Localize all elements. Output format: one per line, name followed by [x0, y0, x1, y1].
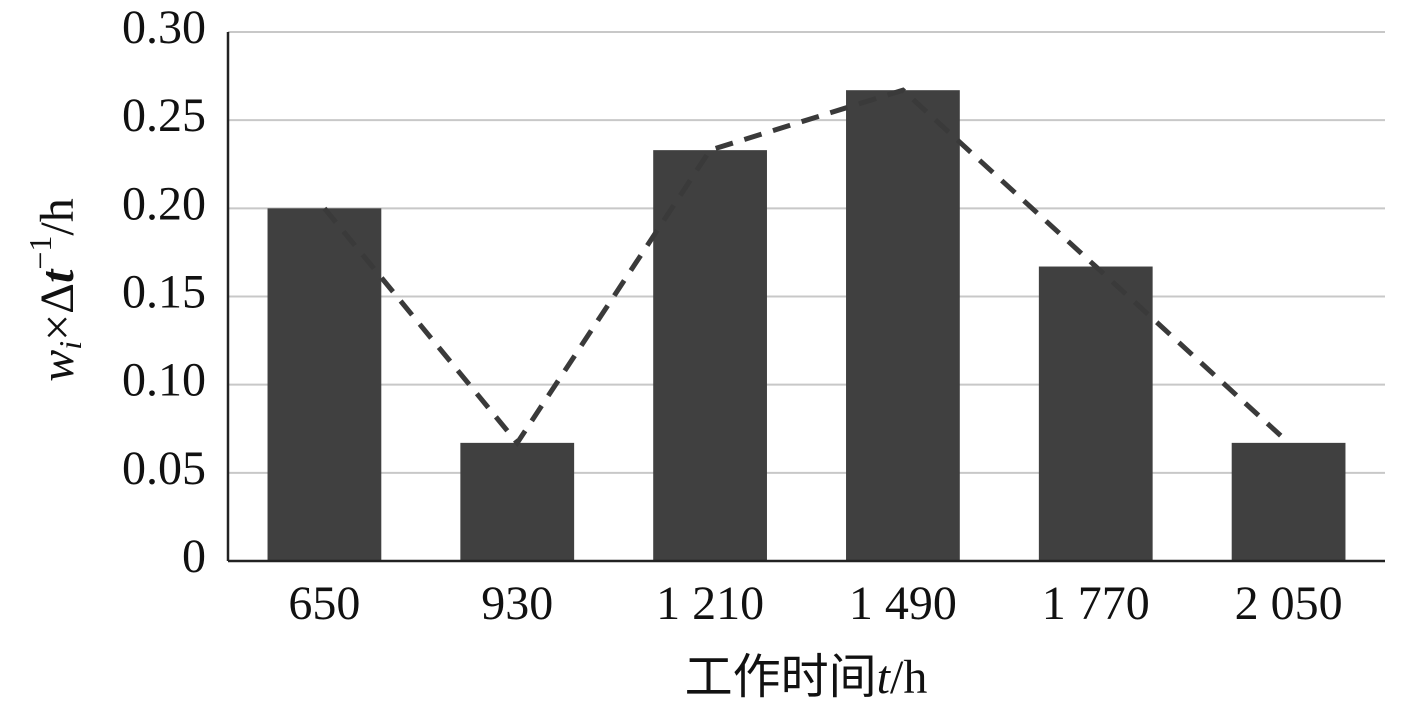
y-label-part: i [52, 341, 88, 350]
x-tick-label: 650 [288, 577, 360, 630]
x-tick-label: 1 770 [1042, 577, 1150, 630]
bar [267, 208, 382, 562]
y-tick-label: 0.25 [122, 89, 206, 142]
bar [653, 150, 767, 562]
x-axis-label: 工作时间t/h [685, 651, 928, 704]
y-label-part: /h [31, 198, 84, 235]
y-tick-label: 0 [182, 530, 206, 583]
y-label-part: w [31, 350, 84, 382]
trend-line [322, 87, 1291, 448]
y-tick-label: 0.20 [122, 177, 206, 230]
y-tick-label: 0.30 [122, 1, 206, 54]
y-tick-label: 0.10 [122, 354, 206, 407]
bar [460, 442, 575, 561]
y-label-part: ×Δ [31, 283, 84, 341]
y-tick-label: 0.05 [122, 442, 206, 495]
bar [1038, 266, 1153, 561]
y-axis-label: wi×Δt−1/h [22, 198, 88, 382]
y-label-part: −1 [22, 236, 58, 270]
x-tick-label: 2 050 [1235, 577, 1343, 630]
bar [1231, 442, 1346, 561]
x-label-part: 工作时间 [685, 651, 877, 704]
x-label-part: t [877, 651, 892, 704]
y-tick-label: 0.15 [122, 266, 206, 319]
x-tick-label: 1 490 [849, 577, 957, 630]
x-label-part: /h [890, 651, 927, 704]
bar [846, 90, 960, 561]
y-label-part: t [31, 268, 84, 283]
x-tick-label: 930 [481, 577, 553, 630]
x-tick-label: 1 210 [656, 577, 764, 630]
